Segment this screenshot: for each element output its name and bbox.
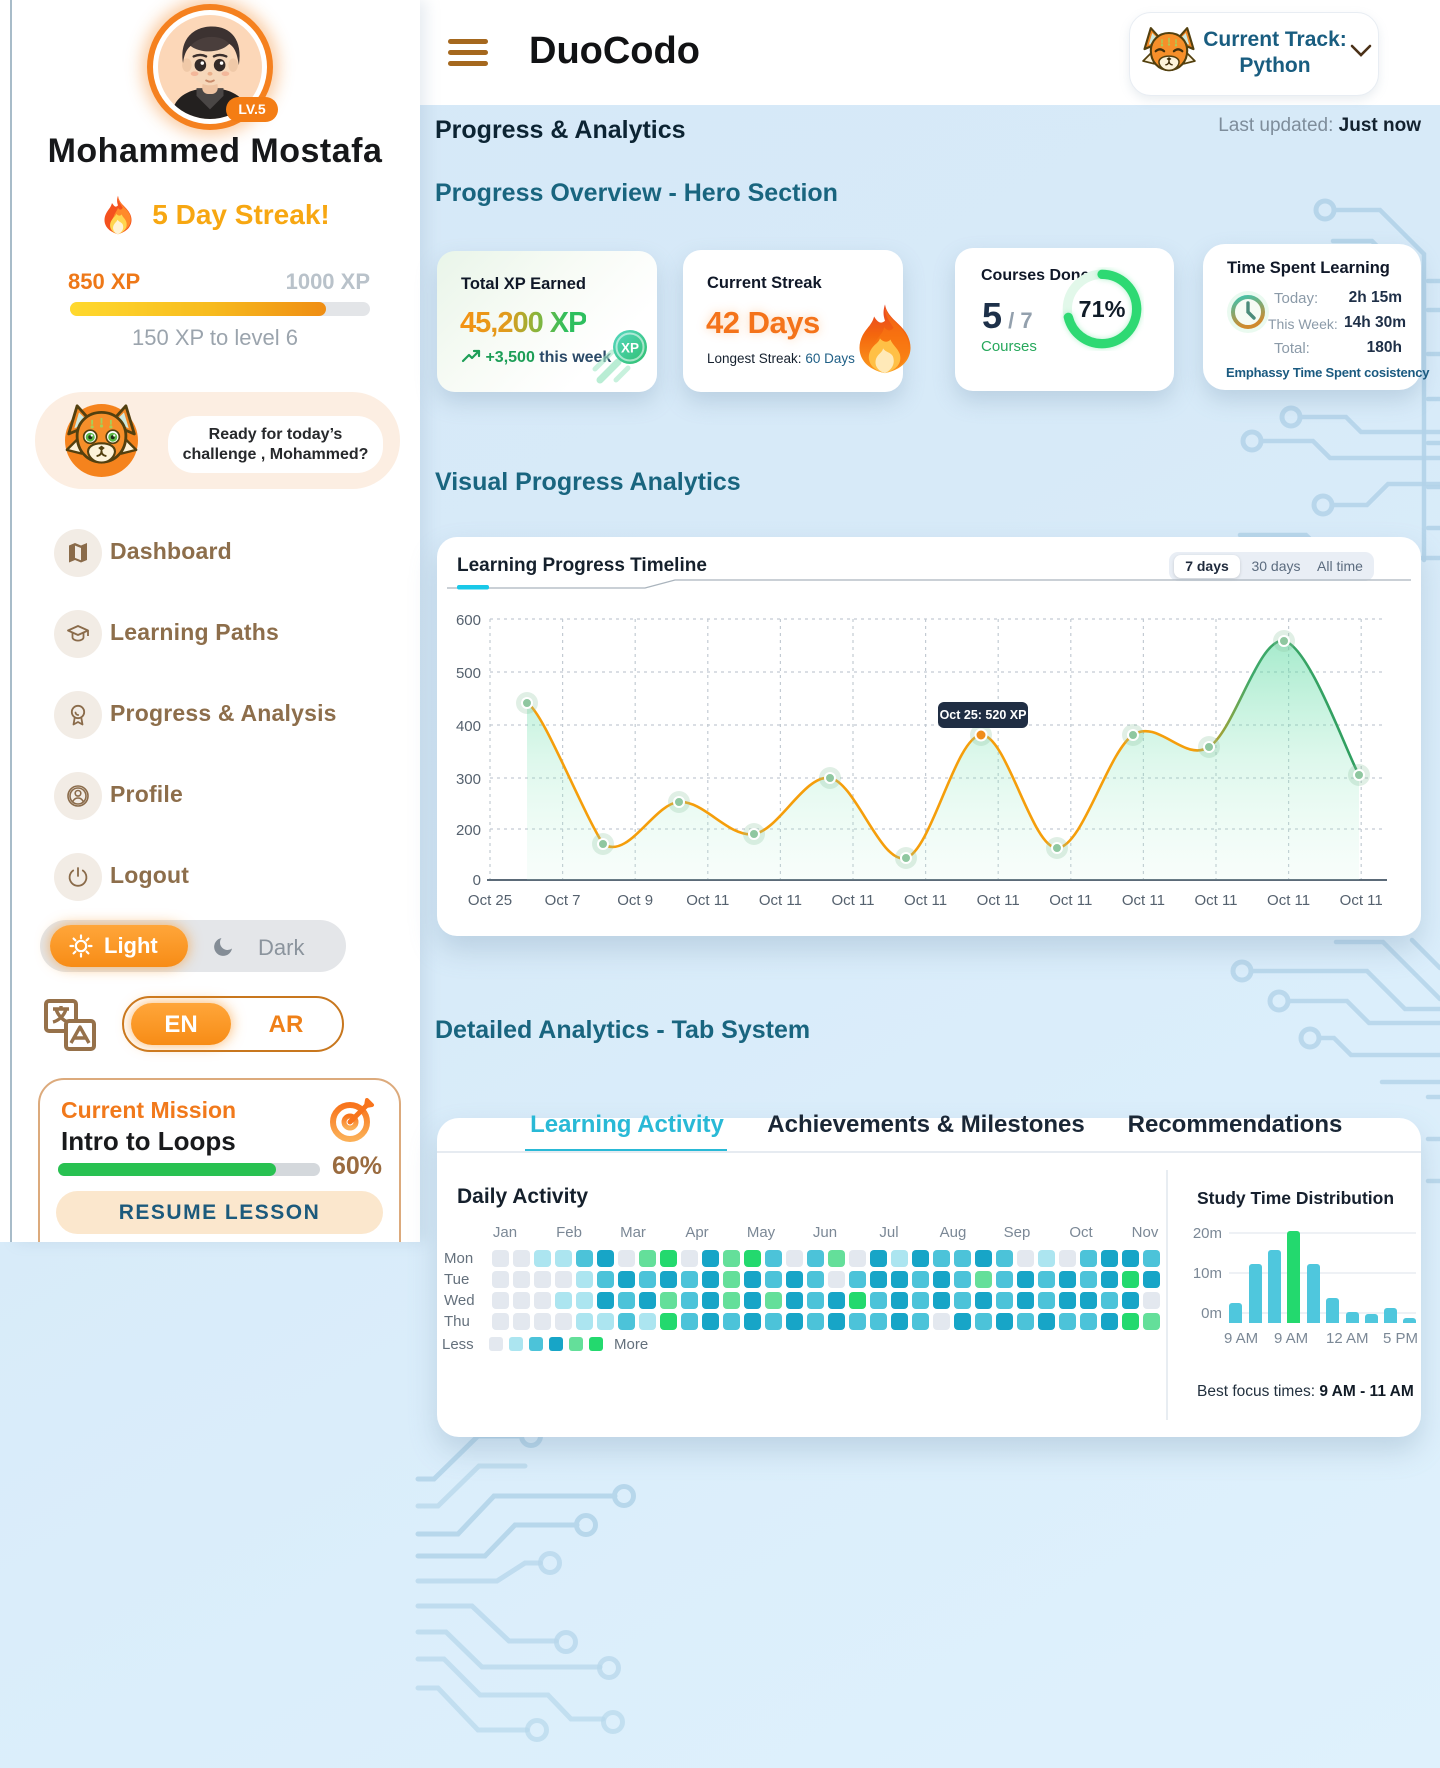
svg-text:XP: XP [621,341,639,356]
svg-text:Oct 11: Oct 11 [1194,892,1237,909]
svg-text:400: 400 [456,718,481,735]
svg-text:Oct 25: 520 XP: Oct 25: 520 XP [940,708,1027,722]
svg-text:600: 600 [456,612,481,629]
svg-text:0: 0 [473,872,481,889]
svg-text:Oct 11: Oct 11 [904,892,947,909]
svg-text:Oct 11: Oct 11 [686,892,729,909]
svg-text:Oct 11: Oct 11 [1049,892,1092,909]
svg-text:Oct 7: Oct 7 [545,892,581,909]
svg-text:300: 300 [456,771,481,788]
svg-text:500: 500 [456,665,481,682]
svg-text:200: 200 [456,822,481,839]
svg-text:Oct 11: Oct 11 [977,892,1020,909]
svg-text:Oct 25: Oct 25 [468,892,512,909]
svg-text:Oct 11: Oct 11 [831,892,874,909]
svg-text:Oct 9: Oct 9 [617,892,653,909]
svg-text:Oct 11: Oct 11 [1267,892,1310,909]
svg-text:Oct 11: Oct 11 [759,892,802,909]
svg-text:Oct 11: Oct 11 [1122,892,1165,909]
svg-text:Oct 11: Oct 11 [1340,892,1383,909]
svg-text:71%: 71% [1079,296,1126,322]
